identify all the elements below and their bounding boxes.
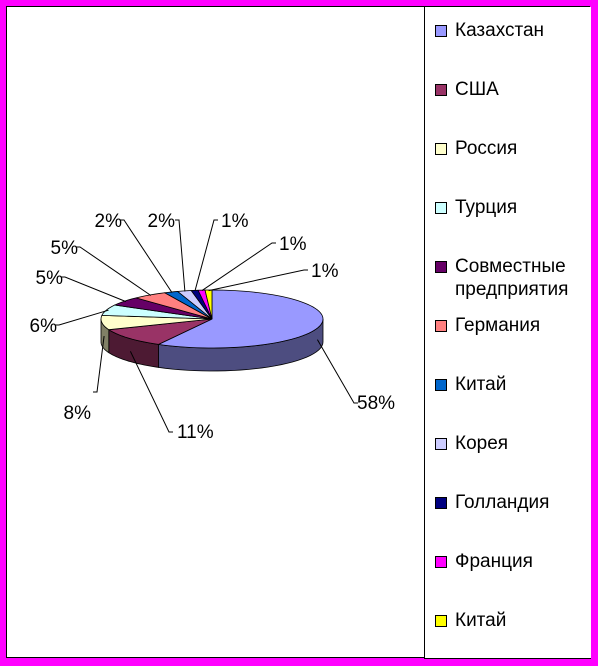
legend-label-1: США	[455, 79, 499, 100]
data-label-4: 5%	[36, 268, 64, 289]
leader-line-1	[129, 351, 173, 433]
legend-label-3: Турция	[455, 197, 518, 218]
legend-label-0: Казахстан	[455, 20, 545, 41]
data-label-0: 58%	[357, 393, 395, 414]
legend-label-7: Корея	[455, 433, 509, 454]
legend-swatch-2	[435, 143, 447, 155]
legend-label-5: Германия	[455, 315, 541, 336]
legend-item-5: Германия	[435, 314, 595, 337]
legend-swatch-6	[435, 379, 447, 391]
pie-slice-2	[100, 314, 213, 331]
data-label-5: 5%	[51, 238, 79, 259]
legend-label-9: Франция	[455, 551, 533, 572]
legend-swatch-7	[435, 438, 447, 450]
pie-labels: 58%11%8%6%5%5%2% 2% 1%1%1%	[30, 211, 396, 443]
legend-swatch-8	[435, 497, 447, 509]
leader-line-8	[194, 219, 218, 292]
legend-label-10: Китай	[455, 610, 507, 631]
pie-chart: 58%11%8%6%5%5%2% 2% 1%1%1%	[30, 211, 396, 443]
legend-label-4: Совместные предприятия	[455, 256, 569, 300]
chart-frame: 58% 11% 8% 6% 5% 5% 2% 2% 1% 1% 1% Казахстан США Рос…	[6, 6, 591, 659]
legend-label-2: Россия	[455, 138, 518, 159]
legend-item-1: США	[435, 78, 595, 101]
legend-swatch-3	[435, 202, 447, 214]
pie-slice-1	[107, 318, 213, 345]
leader-line-6	[120, 219, 173, 293]
legend-swatch-10	[435, 615, 447, 627]
leader-line-10	[208, 269, 308, 292]
legend-item-10: Китай	[435, 609, 595, 632]
pie-top	[100, 289, 324, 349]
data-label-10: 1%	[311, 261, 339, 282]
legend-item-3: Турция	[435, 196, 595, 219]
legend-item-9: Франция	[435, 550, 595, 573]
legend-label-6: Китай	[455, 374, 507, 395]
legend-item-0: Казахстан	[435, 19, 595, 42]
legend-item-2: Россия	[435, 137, 595, 160]
legend-swatch-5	[435, 320, 447, 332]
legend-item-6: Китай	[435, 373, 595, 396]
data-label-6: 2%	[95, 211, 123, 232]
pie-sides	[100, 318, 324, 372]
legend-item-8: Голландия	[435, 491, 595, 514]
leader-line-2	[93, 336, 105, 393]
legend-label-8: Голландия	[455, 492, 550, 513]
data-label-7: 2%	[148, 211, 176, 232]
leader-line-3	[55, 309, 109, 326]
legend-swatch-4	[435, 261, 447, 273]
leader-line-7	[175, 219, 186, 292]
legend-swatch-9	[435, 556, 447, 568]
leader-line-4	[61, 276, 127, 303]
data-label-8: 1%	[221, 211, 249, 232]
data-label-2: 8%	[64, 403, 92, 424]
data-label-1: 11%	[177, 422, 214, 443]
legend: Казахстан США Россия Турция Совместные предп…	[424, 7, 591, 659]
data-label-3: 6%	[30, 316, 58, 337]
leader-line-5	[76, 246, 152, 296]
pie-slice-3	[101, 304, 213, 320]
legend-item-4: Совместные предприятия	[435, 255, 595, 301]
legend-swatch-0	[435, 25, 447, 37]
legend-swatch-1	[435, 84, 447, 96]
data-label-9: 1%	[279, 234, 307, 255]
pie-slice-0	[157, 289, 324, 349]
leader-line-9	[201, 242, 276, 292]
leader-line-0	[316, 339, 358, 404]
legend-item-7: Корея	[435, 432, 595, 455]
